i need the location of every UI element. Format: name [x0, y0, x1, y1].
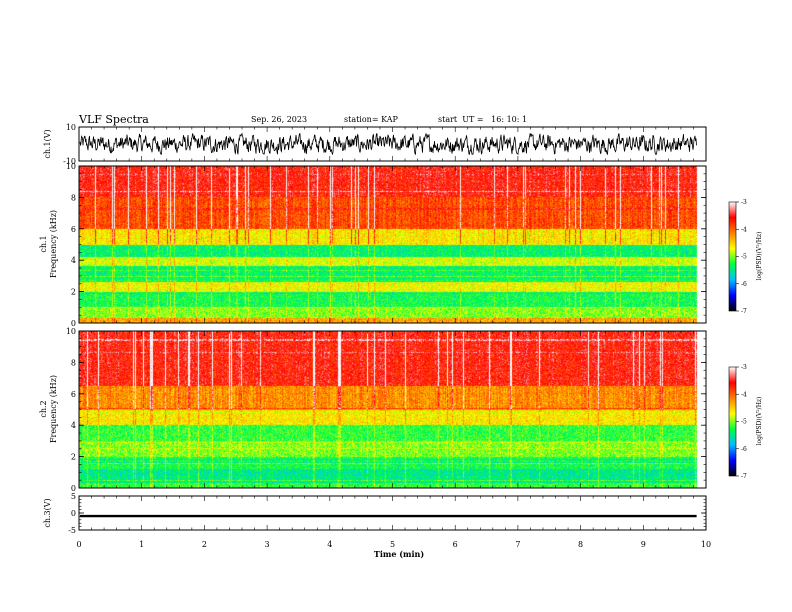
ch2-spectrogram-y-axis: 0 2 4 6 8 10: [66, 327, 706, 493]
y-tick-label: 10: [66, 123, 76, 132]
ch1-colorbar-gradient: [728, 201, 737, 312]
ch1-waveform-y-axis: 10 -10: [63, 123, 706, 166]
ch3-voltage-ylabel: ch.3(V): [43, 498, 52, 527]
station-label: station= KAP: [344, 115, 399, 124]
start-time-label: start UT = 16: 10: 1: [438, 115, 527, 124]
ch3-voltage-plot: [80, 514, 697, 518]
y-tick-label: 5: [71, 492, 76, 501]
time-x-axis-label: Time (min): [374, 549, 424, 559]
ch1-waveform-plot: [79, 132, 697, 156]
figure-title: VLF Spectra: [78, 113, 149, 126]
x-tick-label: 7: [515, 540, 520, 549]
x-tick-label: 4: [327, 540, 332, 549]
colorbar-tick-label: -5: [741, 254, 747, 261]
y-tick-label: 8: [71, 358, 76, 367]
ch2-colorbar-label: log(PSD)(V²/Hz): [756, 397, 763, 446]
ch1-spectrogram-image: [79, 166, 706, 323]
y-tick-label: 2: [71, 453, 76, 462]
y-tick-label: 2: [71, 288, 76, 297]
y-tick-label: 10: [66, 162, 76, 171]
colorbar-tick-label: -7: [741, 308, 747, 315]
ch1-waveform-ylabel: ch.1(V): [43, 129, 52, 158]
x-tick-label: 8: [578, 540, 583, 549]
x-tick-label: 0: [76, 540, 81, 549]
ch1-spectrogram-ylabel-frequency: Frequency (kHz): [49, 210, 58, 278]
ch1-waveform-panel: 10 -10 ch.1(V): [43, 123, 707, 166]
colorbar-tick-label: -6: [741, 446, 747, 453]
y-tick-label: 4: [71, 256, 76, 265]
y-tick-label: 0: [71, 509, 76, 518]
time-x-axis: 0 1 2 3 4 5 6 7 8 9 10: [76, 127, 711, 549]
colorbar-tick-label: -7: [741, 473, 747, 480]
ch1-colorbar: -3 -4 -5 -6 -7 log(PSD)(V²/Hz): [728, 199, 763, 315]
ch2-colorbar-ticks: -3 -4 -5 -6 -7: [736, 364, 747, 480]
y-tick-label: 8: [71, 193, 76, 202]
ch1-spectrogram-ylabel-channel: ch.1: [39, 235, 48, 252]
x-tick-label: 10: [701, 540, 711, 549]
colorbar-tick-label: -6: [741, 281, 747, 288]
ch2-spectrogram-ylabel-channel: ch.2: [39, 400, 48, 417]
x-tick-label: 9: [641, 540, 646, 549]
x-tick-label: 6: [453, 540, 458, 549]
y-tick-label: 10: [66, 327, 76, 336]
y-tick-label: 4: [71, 421, 76, 430]
y-tick-label: -10: [63, 157, 76, 166]
colorbar-tick-label: -3: [741, 364, 747, 371]
ch1-spectrogram-y-axis: 0 2 4 6 8 10: [66, 162, 706, 328]
y-tick-label: -5: [68, 526, 76, 535]
ch3-voltage-panel: 5 0 -5 ch.3(V): [43, 492, 707, 535]
ch2-spectrogram-image: [79, 331, 706, 488]
y-tick-label: 0: [71, 319, 76, 328]
ch1-spectrogram-panel: 0 2 4 6 8 10 ch.1 Frequency (kHz) -3 -4 -5 -6 -7 …: [39, 162, 763, 328]
ch1-colorbar-ticks: -3 -4 -5 -6 -7: [736, 199, 747, 315]
colorbar-tick-label: -4: [741, 391, 747, 398]
x-tick-label: 5: [390, 540, 395, 549]
date-label: Sep. 26, 2023: [251, 115, 307, 124]
x-tick-label: 1: [139, 540, 144, 549]
x-tick-label: 3: [265, 540, 270, 549]
y-tick-label: 6: [71, 225, 76, 234]
ch2-spectrogram-ylabel-frequency: Frequency (kHz): [49, 375, 58, 443]
ch1-colorbar-label: log(PSD)(V²/Hz): [756, 232, 763, 281]
colorbar-tick-label: -5: [741, 419, 747, 426]
ch1-waveform-line: [79, 132, 697, 156]
ch2-spectrogram-panel: 0 2 4 6 8 10 ch.2 Frequency (kHz) -3 -4 -5 -6 -7 …: [39, 327, 763, 493]
ch3-voltage-line: [80, 514, 697, 518]
ch2-colorbar-gradient: [728, 366, 737, 477]
ch3-voltage-frame: [78, 495, 707, 531]
x-tick-label: 2: [202, 540, 207, 549]
ch3-voltage-y-axis: 5 0 -5: [68, 492, 706, 535]
ch2-colorbar: -3 -4 -5 -6 -7 log(PSD)(V²/Hz): [728, 364, 763, 480]
y-tick-label: 0: [71, 484, 76, 493]
y-tick-label: 6: [71, 390, 76, 399]
colorbar-tick-label: -3: [741, 199, 747, 206]
colorbar-tick-label: -4: [741, 226, 747, 233]
